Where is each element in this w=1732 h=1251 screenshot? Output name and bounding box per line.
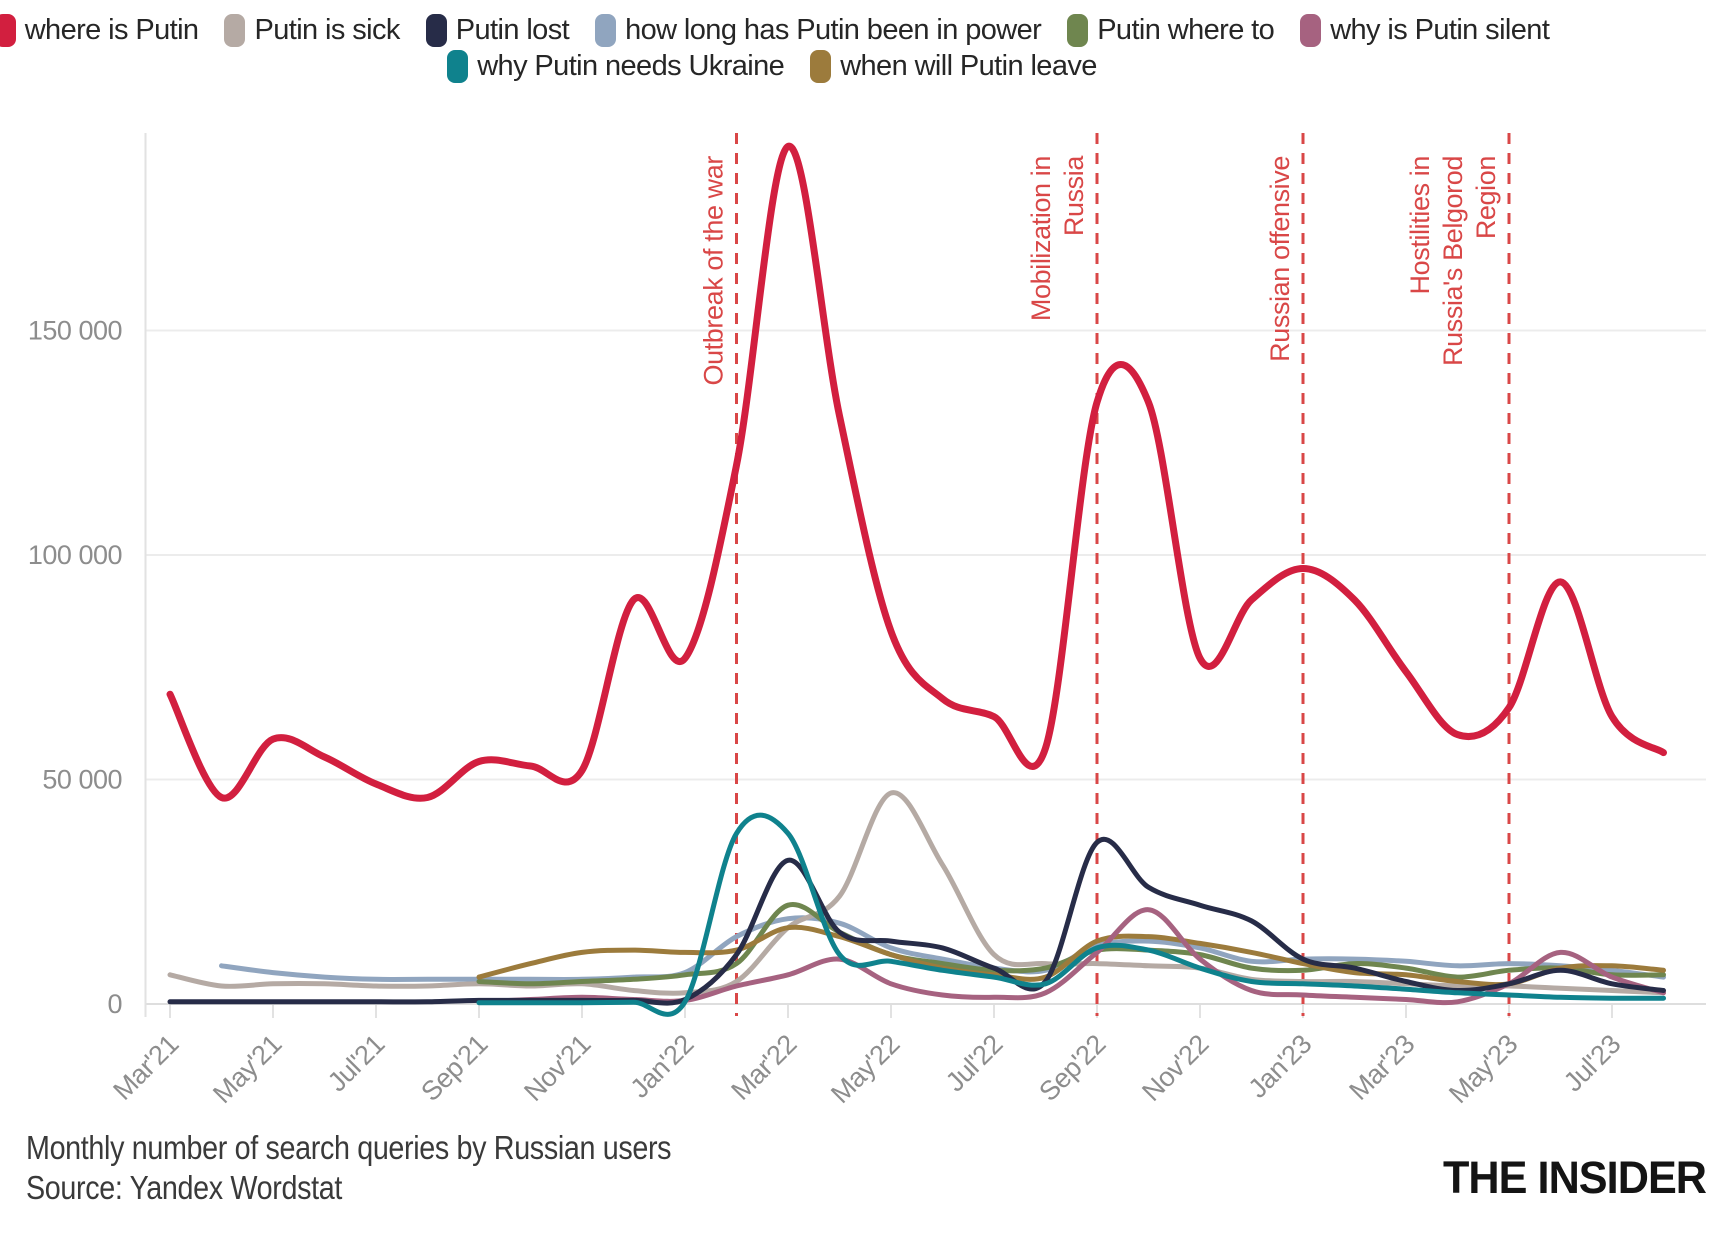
legend-label: Putin where to <box>1097 14 1275 46</box>
x-tick-label-may-23: May'23 <box>1443 1029 1523 1109</box>
legend-label: how long has Putin been in power <box>625 14 1042 46</box>
series-line-putin-lost <box>167 837 1666 1006</box>
legend-item-how-long-has-putin-been-in-power: how long has Putin been in power <box>595 14 1042 47</box>
x-tick-label-jul-21: Jul'21 <box>322 1029 390 1097</box>
legend-label: where is Putin <box>24 14 199 46</box>
x-tick-label-nov-21: Nov'21 <box>518 1029 596 1107</box>
event-label-hostilities-in-russia-s-belgorod-region-line1: Hostilities in <box>1405 156 1435 294</box>
y-tick-label-150000: 150 000 <box>28 316 122 346</box>
the-insider-logo: THE INSIDER <box>1442 1152 1707 1203</box>
legend-item-why-putin-needs-ukraine: why Putin needs Ukraine <box>447 50 785 83</box>
x-tick-label-jan-23: Jan'23 <box>1242 1029 1317 1104</box>
x-tick-label-mar-22: Mar'22 <box>725 1029 802 1106</box>
series-line-how-long-has-putin-been-in-power <box>219 915 1666 982</box>
legend-swatch-icon <box>425 14 447 47</box>
series-line-when-will-putin-leave <box>476 924 1666 988</box>
x-tick-label-mar-21: Mar'21 <box>107 1029 184 1106</box>
legend-item-putin-lost: Putin lost <box>425 14 570 47</box>
legend-item-why-is-putin-silent: why is Putin silent <box>1300 14 1550 47</box>
legend-row-2: why Putin needs Ukraine when will Putin l… <box>0 50 1544 83</box>
event-label-hostilities-in-russia-s-belgorod-region-line3: Region <box>1471 156 1501 239</box>
legend-item-when-will-putin-leave: when will Putin leave <box>810 50 1097 83</box>
legend-label: Putin lost <box>455 14 570 46</box>
legend-swatch-icon <box>1300 14 1322 47</box>
legend-item-putin-is-sick: Putin is sick <box>224 14 400 47</box>
y-tick-label-100000: 100 000 <box>28 540 122 570</box>
x-tick-label-jul-23: Jul'23 <box>1558 1029 1626 1097</box>
y-tick-label-0: 0 <box>107 989 122 1019</box>
legend-swatch-icon <box>224 14 246 47</box>
event-label-outbreak-of-the-war-line1: Outbreak of the war <box>699 156 729 386</box>
x-tick-label-mar-23: Mar'23 <box>1343 1029 1420 1106</box>
x-tick-label-sep-21: Sep'21 <box>415 1029 493 1107</box>
legend-label: why Putin needs Ukraine <box>477 50 785 82</box>
legend-row-1: where is Putin Putin is sick Putin lost how… <box>0 14 1550 47</box>
event-label-hostilities-in-russia-s-belgorod-region-line2: Russia's Belgorod <box>1438 156 1468 366</box>
event-label-mobilization-in-russia-line1: Mobilization in <box>1026 156 1056 321</box>
series-line-putin-where-to <box>476 902 1666 987</box>
chart-caption: Monthly number of search queries by Russ… <box>26 1129 672 1166</box>
series-line-where-is-putin <box>166 142 1667 802</box>
legend-label: why is Putin silent <box>1330 14 1550 46</box>
x-tick-label-may-21: May'21 <box>207 1029 287 1109</box>
chart-legend: where is Putin Putin is sick Putin lost how… <box>0 14 1732 86</box>
x-tick-label-sep-22: Sep'22 <box>1033 1029 1111 1107</box>
legend-swatch-icon <box>447 50 469 83</box>
legend-swatch-icon <box>0 14 16 47</box>
legend-label: Putin is sick <box>254 14 400 46</box>
x-tick-label-nov-22: Nov'22 <box>1136 1029 1214 1107</box>
chart-footer: Monthly number of search queries by Russ… <box>26 1128 672 1208</box>
legend-swatch-icon <box>810 50 832 83</box>
event-label-russian-offensive-line1: Russian offensive <box>1265 156 1295 362</box>
x-tick-label-may-22: May'22 <box>825 1029 905 1109</box>
series-line-why-putin-needs-ukraine <box>476 812 1666 1017</box>
legend-swatch-icon <box>595 14 617 47</box>
legend-label: when will Putin leave <box>840 50 1097 82</box>
chart-source: Source: Yandex Wordstat <box>26 1169 342 1206</box>
legend-item-where-is-putin: where is Putin <box>0 14 199 47</box>
y-tick-label-50000: 50 000 <box>42 765 122 795</box>
x-tick-label-jan-22: Jan'22 <box>624 1029 699 1104</box>
x-tick-label-jul-22: Jul'22 <box>940 1029 1008 1097</box>
legend-swatch-icon <box>1067 14 1089 47</box>
legend-item-putin-where-to: Putin where to <box>1067 14 1275 47</box>
event-label-mobilization-in-russia-line2: Russia <box>1059 155 1089 237</box>
